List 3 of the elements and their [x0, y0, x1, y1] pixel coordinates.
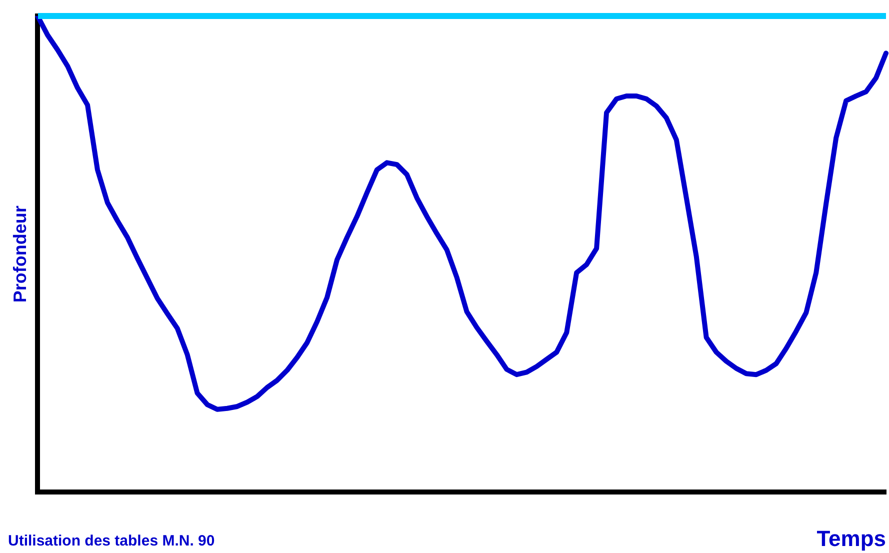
x-axis-title: Temps	[816, 526, 886, 551]
text: Utilisation des tables M.N. 90	[8, 532, 215, 550]
y-axis-title: Profondeur	[10, 206, 30, 303]
